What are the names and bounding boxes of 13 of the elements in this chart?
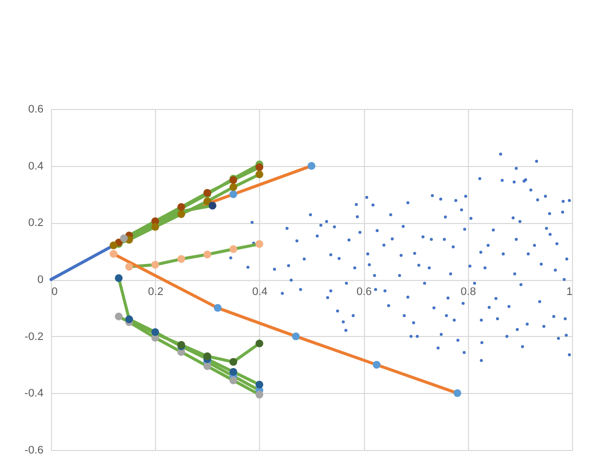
x-tick-label: 0.2: [148, 286, 164, 298]
x-tick-label: 0.8: [460, 286, 476, 298]
y-tick-label: 0: [37, 274, 44, 286]
y-tick-label: -0.6: [24, 444, 44, 456]
y-tick-label: -0.2: [24, 330, 44, 343]
x-tick-label: 0.6: [356, 286, 372, 298]
y-tick-label: 0.6: [28, 104, 44, 116]
x-tick-label: 0: [52, 286, 58, 298]
y-tick-label: 0.2: [28, 217, 44, 230]
x-tick-label: 0.4: [252, 286, 268, 298]
y-tick-label: 0.4: [28, 160, 44, 172]
y-tick-label: -0.4: [24, 388, 44, 400]
x-tick-label: 1: [566, 286, 572, 298]
